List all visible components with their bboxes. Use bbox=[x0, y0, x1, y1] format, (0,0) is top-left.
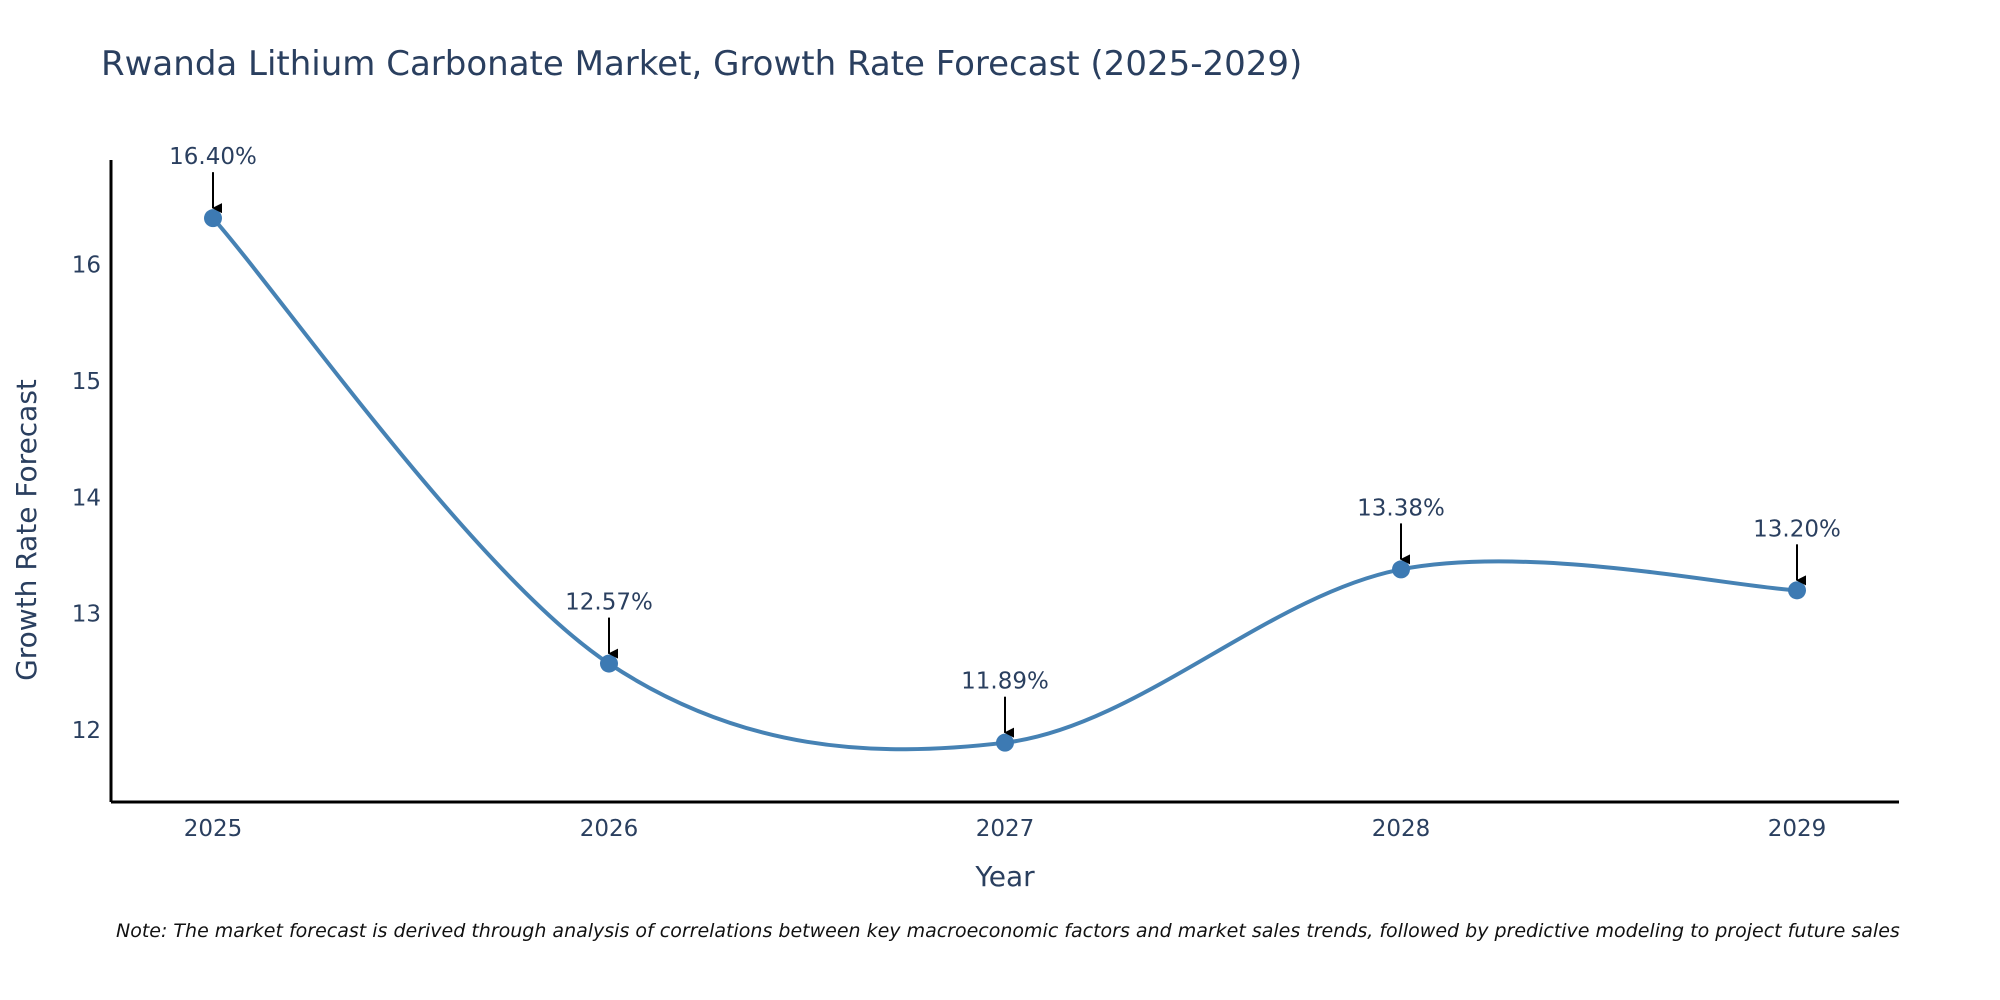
annotation-layer: 16.40% 12.57% 11.89% 13.38% 13.20% bbox=[169, 144, 1841, 738]
tick-labels: 2025 2026 2027 2028 2029 12 13 14 15 16 bbox=[72, 253, 1827, 842]
data-point[interactable] bbox=[1788, 581, 1806, 600]
y-tick-label: 14 bbox=[72, 485, 101, 511]
data-label: 12.57% bbox=[565, 590, 653, 616]
y-tick-label: 12 bbox=[72, 718, 101, 744]
x-axis-title: Year bbox=[974, 860, 1035, 893]
data-point[interactable] bbox=[1392, 560, 1410, 579]
line-chart: Growth Rate Forecast Year 2025 2026 2027 20… bbox=[10, 144, 1899, 893]
footnote: Note: The market forecast is derived thr… bbox=[116, 920, 1900, 942]
x-tick-label: 2025 bbox=[184, 816, 243, 842]
y-tick-label: 15 bbox=[72, 369, 101, 395]
chart-title: Rwanda Lithium Carbonate Market, Growth … bbox=[101, 44, 1303, 84]
y-axis-title: Growth Rate Forecast bbox=[10, 379, 43, 681]
x-tick-label: 2028 bbox=[1372, 816, 1431, 842]
data-label: 13.20% bbox=[1753, 516, 1841, 542]
data-label: 13.38% bbox=[1357, 495, 1445, 521]
x-tick-label: 2029 bbox=[1768, 816, 1827, 842]
data-point[interactable] bbox=[600, 654, 618, 673]
series-line-layer bbox=[211, 216, 1798, 752]
data-point[interactable] bbox=[996, 733, 1014, 752]
axes: Growth Rate Forecast Year bbox=[10, 160, 1899, 893]
data-label: 16.40% bbox=[169, 144, 257, 170]
data-label: 11.89% bbox=[961, 669, 1049, 695]
y-tick-label: 16 bbox=[72, 253, 101, 279]
y-tick-label: 13 bbox=[72, 602, 101, 628]
data-point[interactable] bbox=[204, 209, 222, 228]
series-line bbox=[211, 216, 1798, 752]
x-tick-label: 2026 bbox=[580, 816, 639, 842]
marker-layer bbox=[204, 209, 1806, 752]
x-tick-label: 2027 bbox=[976, 816, 1035, 842]
